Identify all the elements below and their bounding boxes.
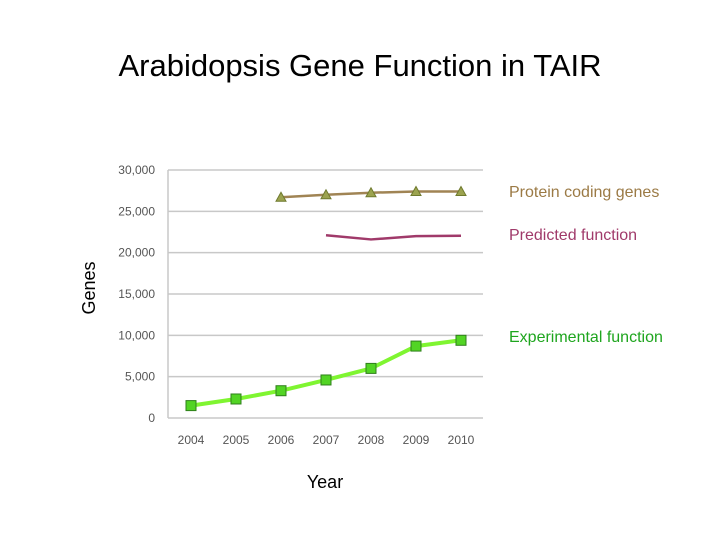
- x-tick-label: 2006: [268, 433, 295, 447]
- series-label: Experimental function: [509, 329, 663, 346]
- x-tick-label: 2007: [313, 433, 340, 447]
- square-marker: [320, 374, 332, 386]
- series-lines: [190, 190, 462, 408]
- y-tick-label: 5,000: [125, 370, 155, 384]
- series-line: [325, 234, 462, 241]
- series-markers: [185, 185, 467, 412]
- square-marker: [365, 362, 377, 374]
- chart-title: Arabidopsis Gene Function in TAIR: [118, 48, 602, 83]
- y-axis-ticks: 0 5,000 10,000 15,000 20,000 25,000 30,000: [118, 163, 155, 425]
- square-marker: [275, 385, 287, 397]
- series-label: Protein coding genes: [509, 184, 659, 201]
- series-labels: Protein coding genes Predicted function Ex…: [509, 184, 663, 346]
- square-marker: [230, 393, 242, 405]
- triangle-marker: [410, 185, 422, 196]
- y-tick-label: 15,000: [118, 287, 155, 301]
- x-tick-label: 2004: [178, 433, 205, 447]
- triangle-marker: [320, 188, 332, 200]
- series-label: Predicted function: [509, 227, 637, 244]
- x-tick-label: 2010: [448, 433, 475, 447]
- x-tick-label: 2008: [358, 433, 385, 447]
- y-tick-label: 25,000: [118, 204, 155, 218]
- y-axis-label: Genes: [79, 261, 99, 314]
- x-axis-label: Year: [307, 472, 343, 492]
- y-tick-label: 30,000: [118, 163, 155, 177]
- triangle-marker: [275, 191, 287, 202]
- triangle-marker: [455, 185, 467, 196]
- square-marker: [185, 400, 197, 412]
- y-tick-label: 0: [148, 411, 155, 425]
- x-tick-label: 2009: [403, 433, 430, 447]
- x-tick-label: 2005: [223, 433, 250, 447]
- triangle-marker: [365, 186, 377, 198]
- y-tick-label: 10,000: [118, 328, 155, 342]
- y-tick-label: 20,000: [118, 246, 155, 260]
- x-axis-ticks: 2004 2005 2006 2007 2008 2009 2010: [178, 433, 475, 447]
- square-marker: [455, 334, 467, 346]
- square-marker: [410, 340, 422, 352]
